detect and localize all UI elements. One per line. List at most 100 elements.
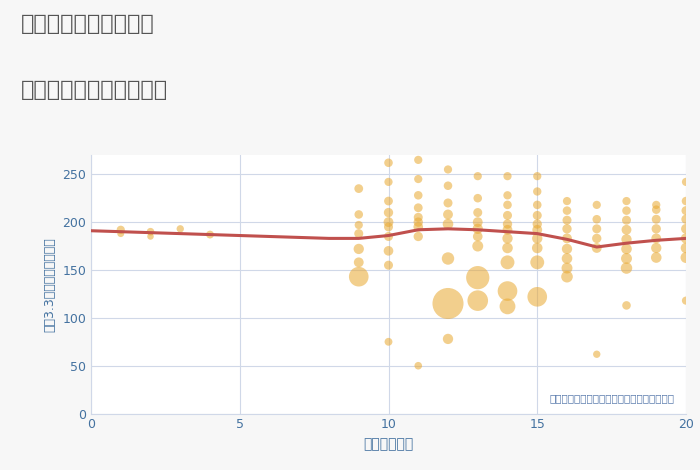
Text: 東京都狛江市東野川の: 東京都狛江市東野川の — [21, 14, 155, 34]
Point — [502, 244, 513, 252]
Point — [591, 225, 602, 233]
Point — [561, 245, 573, 253]
Point — [621, 245, 632, 253]
Point — [383, 261, 394, 269]
Point — [502, 258, 513, 266]
Point — [413, 175, 424, 183]
Point — [680, 178, 692, 186]
Point — [442, 211, 454, 218]
Point — [532, 212, 543, 219]
Point — [145, 233, 156, 240]
Point — [502, 226, 513, 234]
Point — [353, 185, 364, 192]
Point — [502, 192, 513, 199]
Point — [651, 244, 662, 252]
Point — [621, 197, 632, 205]
Point — [502, 303, 513, 310]
X-axis label: 駅距離（分）: 駅距離（分） — [363, 437, 414, 451]
Point — [621, 302, 632, 309]
Point — [442, 220, 454, 228]
Point — [621, 255, 632, 262]
Point — [204, 231, 216, 238]
Point — [532, 235, 543, 242]
Point — [472, 172, 483, 180]
Point — [145, 228, 156, 235]
Point — [383, 219, 394, 226]
Point — [413, 233, 424, 240]
Point — [532, 226, 543, 234]
Point — [472, 225, 483, 233]
Point — [561, 225, 573, 233]
Point — [442, 335, 454, 343]
Point — [413, 362, 424, 369]
Point — [383, 178, 394, 186]
Point — [680, 235, 692, 242]
Point — [532, 258, 543, 266]
Point — [680, 254, 692, 261]
Point — [532, 244, 543, 252]
Point — [115, 230, 126, 237]
Point — [353, 230, 364, 237]
Point — [532, 201, 543, 209]
Point — [680, 207, 692, 214]
Point — [413, 219, 424, 226]
Point — [383, 197, 394, 205]
Point — [532, 220, 543, 228]
Point — [680, 197, 692, 205]
Point — [621, 226, 632, 234]
Point — [442, 199, 454, 207]
Point — [561, 264, 573, 272]
Point — [591, 201, 602, 209]
Point — [591, 244, 602, 252]
Point — [502, 235, 513, 242]
Text: 円の大きさは、取引のあった物件面積を示す: 円の大きさは、取引のあった物件面積を示す — [549, 393, 674, 403]
Point — [561, 197, 573, 205]
Point — [621, 264, 632, 272]
Point — [413, 156, 424, 164]
Point — [472, 209, 483, 216]
Point — [680, 297, 692, 305]
Point — [680, 225, 692, 233]
Point — [680, 244, 692, 252]
Point — [442, 300, 454, 307]
Point — [175, 225, 186, 233]
Point — [353, 273, 364, 281]
Point — [561, 235, 573, 242]
Point — [532, 188, 543, 195]
Point — [651, 201, 662, 209]
Point — [651, 254, 662, 261]
Point — [561, 273, 573, 281]
Point — [502, 287, 513, 295]
Point — [561, 217, 573, 224]
Point — [561, 255, 573, 262]
Point — [383, 209, 394, 216]
Point — [413, 213, 424, 221]
Point — [651, 225, 662, 233]
Point — [651, 235, 662, 242]
Point — [621, 217, 632, 224]
Point — [442, 182, 454, 189]
Point — [442, 255, 454, 262]
Point — [353, 258, 364, 266]
Point — [353, 221, 364, 229]
Point — [383, 233, 394, 240]
Point — [383, 159, 394, 166]
Point — [472, 219, 483, 226]
Point — [472, 233, 483, 240]
Point — [383, 247, 394, 255]
Point — [383, 223, 394, 231]
Point — [591, 351, 602, 358]
Point — [413, 204, 424, 212]
Point — [472, 274, 483, 282]
Y-axis label: 坪（3.3㎡）単価（万円）: 坪（3.3㎡）単価（万円） — [43, 237, 57, 332]
Point — [591, 215, 602, 223]
Point — [472, 297, 483, 305]
Point — [561, 207, 573, 214]
Point — [502, 172, 513, 180]
Point — [621, 207, 632, 214]
Text: 駅距離別中古戸建て価格: 駅距離別中古戸建て価格 — [21, 80, 168, 100]
Point — [651, 215, 662, 223]
Point — [680, 215, 692, 223]
Point — [651, 206, 662, 213]
Point — [353, 245, 364, 253]
